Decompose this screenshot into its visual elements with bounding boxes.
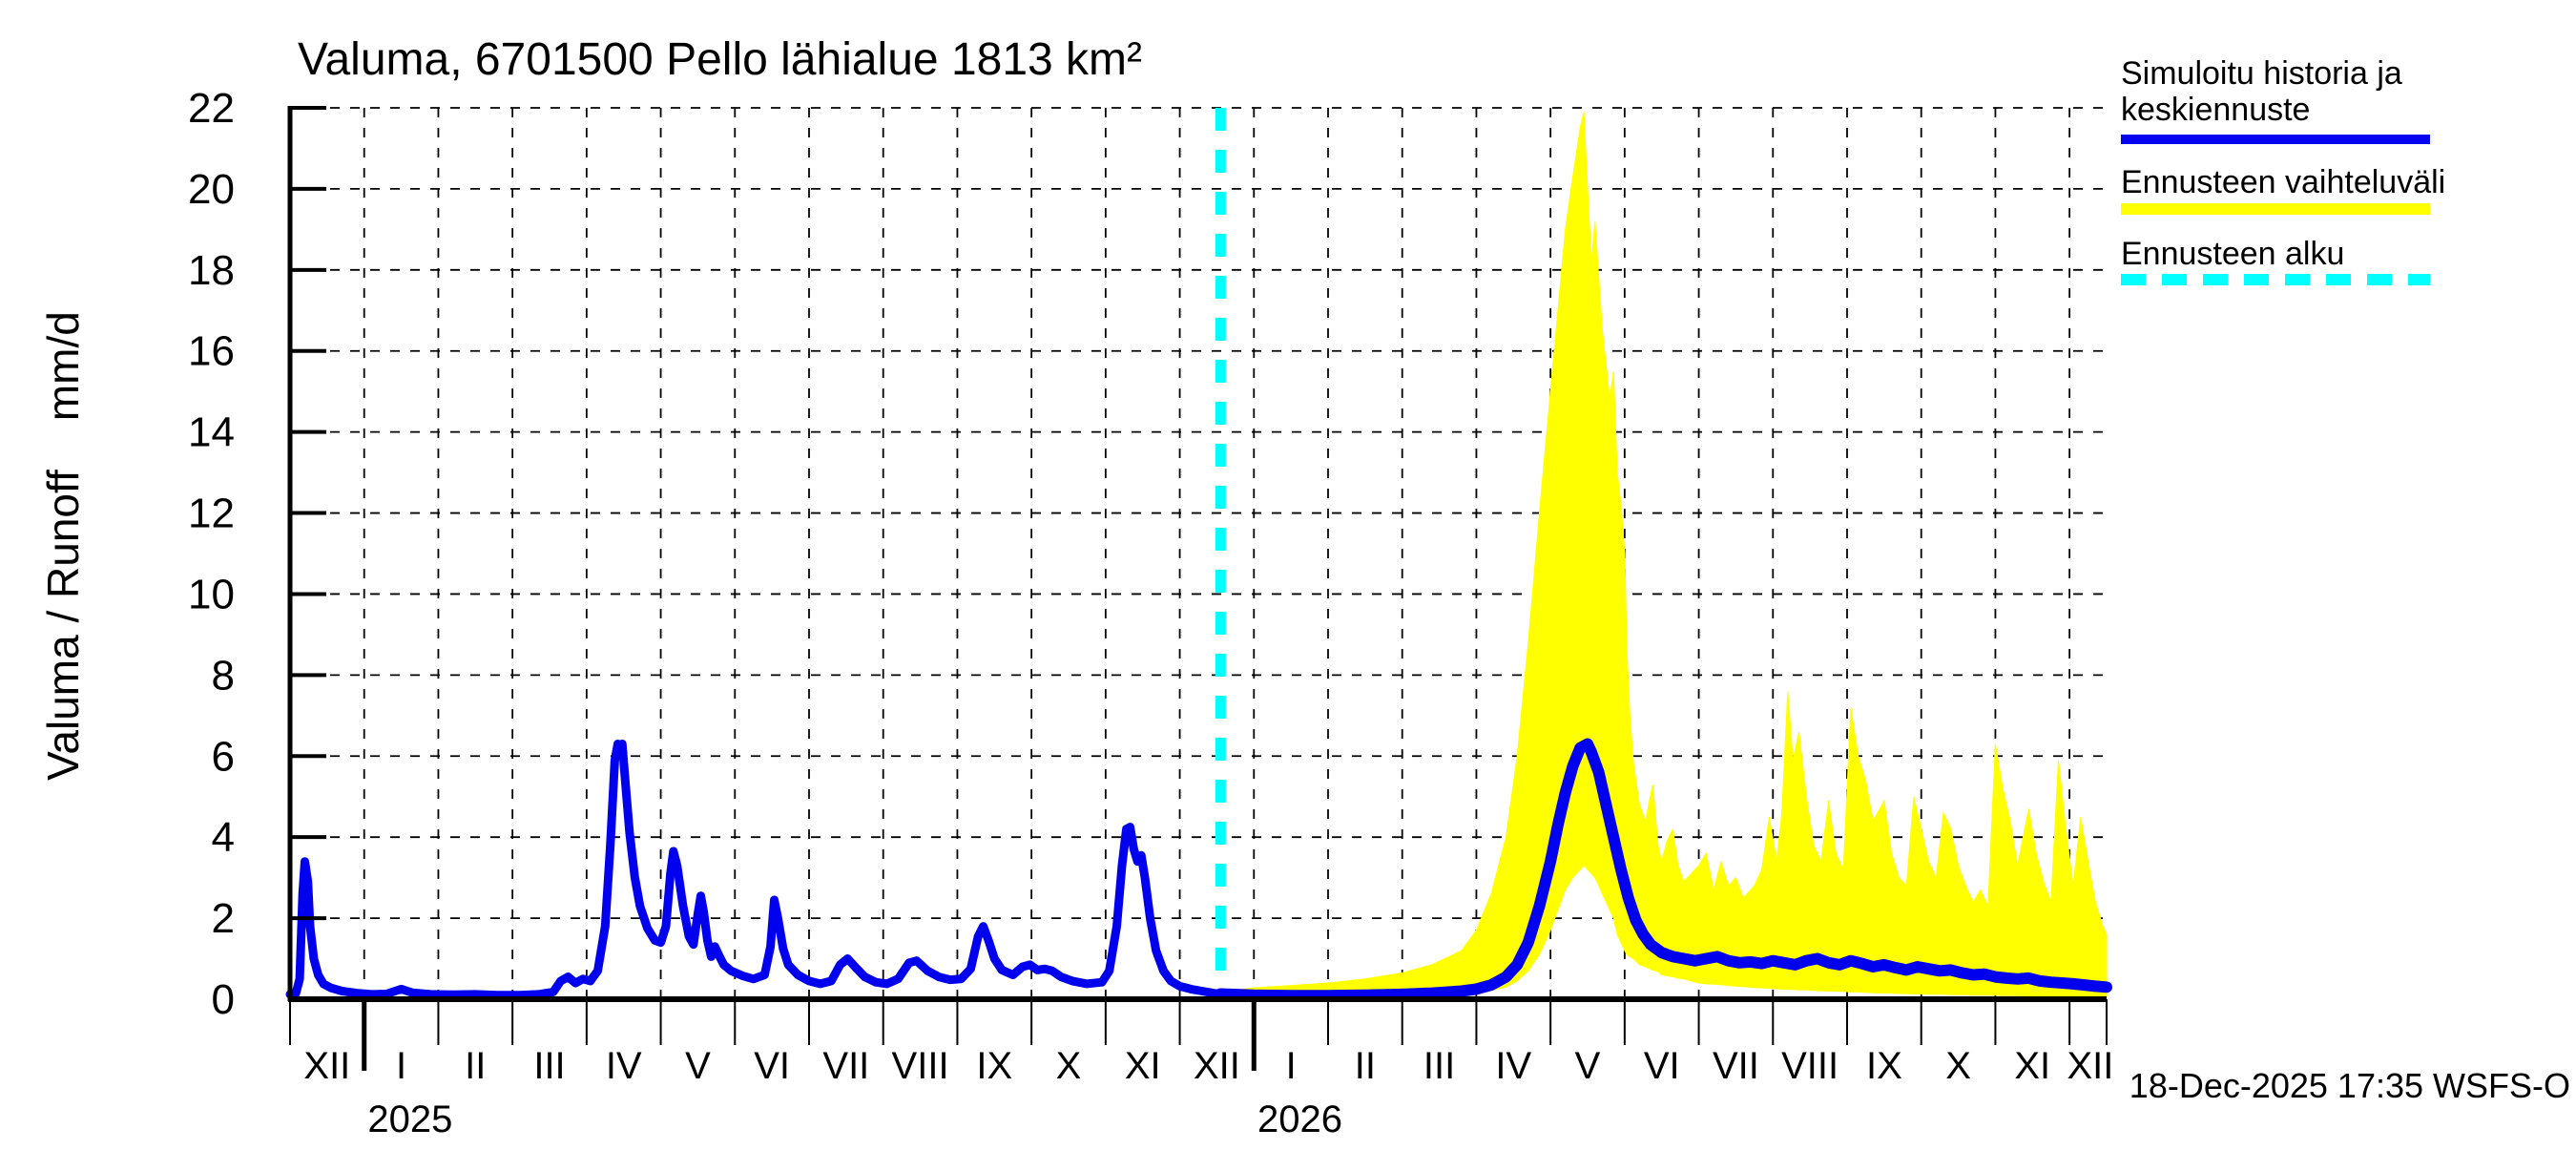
y-tick-label: 22 [188, 85, 235, 132]
legend-start-label: Ennusteen alku [2121, 236, 2344, 272]
history-line [285, 740, 1225, 1000]
y-tick-label: 14 [188, 409, 235, 456]
legend: Simuloitu historia ja keskiennuste Ennus… [2121, 55, 2445, 285]
month-label: XI [2014, 1045, 2050, 1087]
y-tick-label: 4 [212, 814, 235, 861]
month-label: XII [1194, 1045, 1240, 1087]
month-label: VI [1644, 1045, 1680, 1087]
month-label: III [533, 1045, 565, 1087]
month-label: VIII [892, 1045, 949, 1087]
legend-range-label: Ennusteen vaihteluväli [2121, 164, 2445, 200]
month-label: XII [2067, 1045, 2113, 1087]
y-tick-label: 20 [188, 166, 235, 213]
month-label: IX [976, 1045, 1012, 1087]
month-label: I [396, 1045, 406, 1087]
chart-title: Valuma, 6701500 Pello lähialue 1813 km² [298, 34, 1142, 85]
legend-history-label-line2: keskiennuste [2121, 92, 2310, 128]
year-label: 2025 [367, 1098, 452, 1140]
y-tick-label: 12 [188, 491, 235, 537]
forecast-median-line [1215, 738, 2112, 1002]
month-label: IV [606, 1045, 642, 1087]
month-label: VII [822, 1045, 869, 1087]
month-label: VIII [1781, 1045, 1839, 1087]
month-label: V [685, 1045, 711, 1087]
gridlines [290, 107, 2107, 999]
timestamp: 18-Dec-2025 17:35 WSFS-O [2129, 1066, 2570, 1105]
axes [287, 106, 2107, 1002]
month-label: III [1423, 1045, 1455, 1087]
month-label: VI [754, 1045, 790, 1087]
data-series [285, 738, 2112, 1002]
y-tick-label: 18 [188, 247, 235, 294]
y-axis-label: Valuma / Runoff mm/d [38, 311, 88, 781]
month-label: VII [1713, 1045, 1759, 1087]
month-label: IX [1866, 1045, 1902, 1087]
y-tick-label: 0 [212, 976, 235, 1023]
y-tick-label: 8 [212, 652, 235, 699]
year-label: 2026 [1257, 1098, 1342, 1140]
month-label: IV [1495, 1045, 1531, 1087]
month-label: V [1575, 1045, 1601, 1087]
forecast-range-band [1219, 112, 2108, 997]
month-label: II [1355, 1045, 1376, 1087]
month-label: X [1945, 1045, 1971, 1087]
month-label: XI [1125, 1045, 1161, 1087]
y-tick-label: 2 [212, 895, 235, 942]
month-label: II [465, 1045, 486, 1087]
forecast-range-polygon [1219, 112, 2108, 997]
month-label: XII [303, 1045, 350, 1087]
legend-history-label-line1: Simuloitu historia ja [2121, 55, 2402, 92]
month-label: X [1056, 1045, 1082, 1087]
tick-marks [289, 106, 2108, 1071]
y-tick-label: 6 [212, 733, 235, 780]
month-label: I [1286, 1045, 1297, 1087]
y-tick-label: 10 [188, 571, 235, 617]
y-tick-label: 16 [188, 328, 235, 375]
